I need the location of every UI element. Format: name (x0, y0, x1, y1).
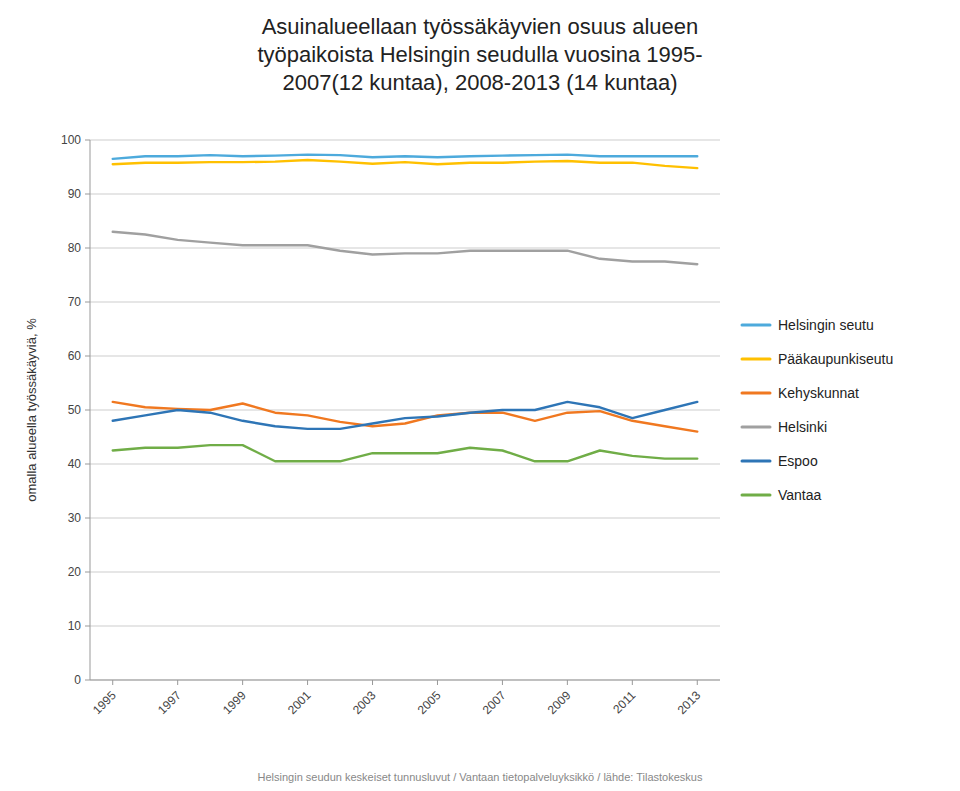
chart: Asuinalueellaan työssäkäyvien osuus alue… (0, 0, 960, 791)
y-tick (85, 410, 90, 411)
y-tick-label: 50 (68, 403, 82, 417)
x-tick-label: 2001 (285, 688, 314, 717)
legend-label: Kehyskunnat (778, 385, 859, 401)
legend-label: Helsingin seutu (778, 317, 874, 333)
y-tick (85, 356, 90, 357)
x-tick-label: 1997 (155, 688, 184, 717)
legend-swatch (742, 324, 770, 327)
y-tick (85, 572, 90, 573)
legend-swatch (742, 358, 770, 361)
x-tick-label: 2011 (610, 688, 638, 716)
y-tick (85, 464, 90, 465)
x-tick-label: 2005 (415, 688, 444, 717)
y-tick-label: 20 (68, 565, 82, 579)
x-tick (307, 680, 308, 685)
x-tick-label: 2013 (675, 688, 704, 717)
x-tick (242, 680, 243, 685)
grid-line (90, 518, 720, 519)
grid-line (90, 626, 720, 627)
legend-swatch (742, 460, 770, 463)
series-line (113, 402, 698, 429)
y-tick-label: 30 (68, 511, 82, 525)
grid-line (90, 356, 720, 357)
y-tick (85, 194, 90, 195)
y-tick (85, 140, 90, 141)
x-tick (372, 680, 373, 685)
x-tick (437, 680, 438, 685)
grid-line (90, 572, 720, 573)
y-tick (85, 680, 90, 681)
grid-line (90, 464, 720, 465)
y-tick-label: 80 (68, 241, 82, 255)
grid-line (90, 140, 720, 141)
y-tick (85, 626, 90, 627)
y-tick-label: 40 (68, 457, 82, 471)
x-tick (502, 680, 503, 685)
y-tick-label: 90 (68, 187, 82, 201)
x-tick (112, 680, 113, 685)
legend-label: Pääkaupunkiseutu (778, 351, 893, 367)
legend-swatch (742, 494, 770, 497)
x-tick (177, 680, 178, 685)
x-tick-label: 2009 (545, 688, 574, 717)
y-tick-label: 10 (68, 619, 82, 633)
legend: Helsingin seutu Pääkaupunkiseutu Kehyskunn… (742, 317, 893, 503)
x-axis (90, 680, 720, 681)
y-tick-label: 70 (68, 295, 82, 309)
grid-line (90, 194, 720, 195)
series-line (113, 402, 698, 432)
series-line (113, 232, 698, 264)
y-axis-label: omalla alueella työssäkäyviä, % (24, 318, 39, 502)
legend-label: Vantaa (778, 487, 822, 503)
title: Asuinalueellaan työssäkäyvien osuus alue… (257, 14, 702, 95)
x-tick-label: 1999 (220, 688, 249, 717)
legend-label: Espoo (778, 453, 818, 469)
y-tick-label: 60 (68, 349, 82, 363)
x-tick-label: 1995 (90, 688, 119, 717)
x-tick-label: 2003 (350, 688, 379, 717)
legend-label: Helsinki (778, 419, 827, 435)
series-line (113, 155, 698, 159)
grid (90, 140, 720, 680)
series-group (113, 155, 698, 462)
background (0, 0, 960, 791)
legend-swatch (742, 392, 770, 395)
legend-swatch (742, 426, 770, 429)
series-line (113, 445, 698, 461)
y-tick (85, 248, 90, 249)
x-tick (567, 680, 568, 685)
x-tick (632, 680, 633, 685)
grid-line (90, 248, 720, 249)
footnote: Helsingin seudun keskeiset tunnusluvut /… (258, 771, 703, 783)
y-tick (85, 302, 90, 303)
y-tick (85, 518, 90, 519)
grid-line (90, 302, 720, 303)
y-tick-label: 100 (61, 133, 81, 147)
y-tick-label: 0 (74, 673, 81, 687)
x-tick (697, 680, 698, 685)
series-line (113, 160, 698, 168)
grid-line (90, 680, 720, 681)
x-tick-label: 2007 (480, 688, 509, 717)
y-axis (90, 140, 91, 680)
